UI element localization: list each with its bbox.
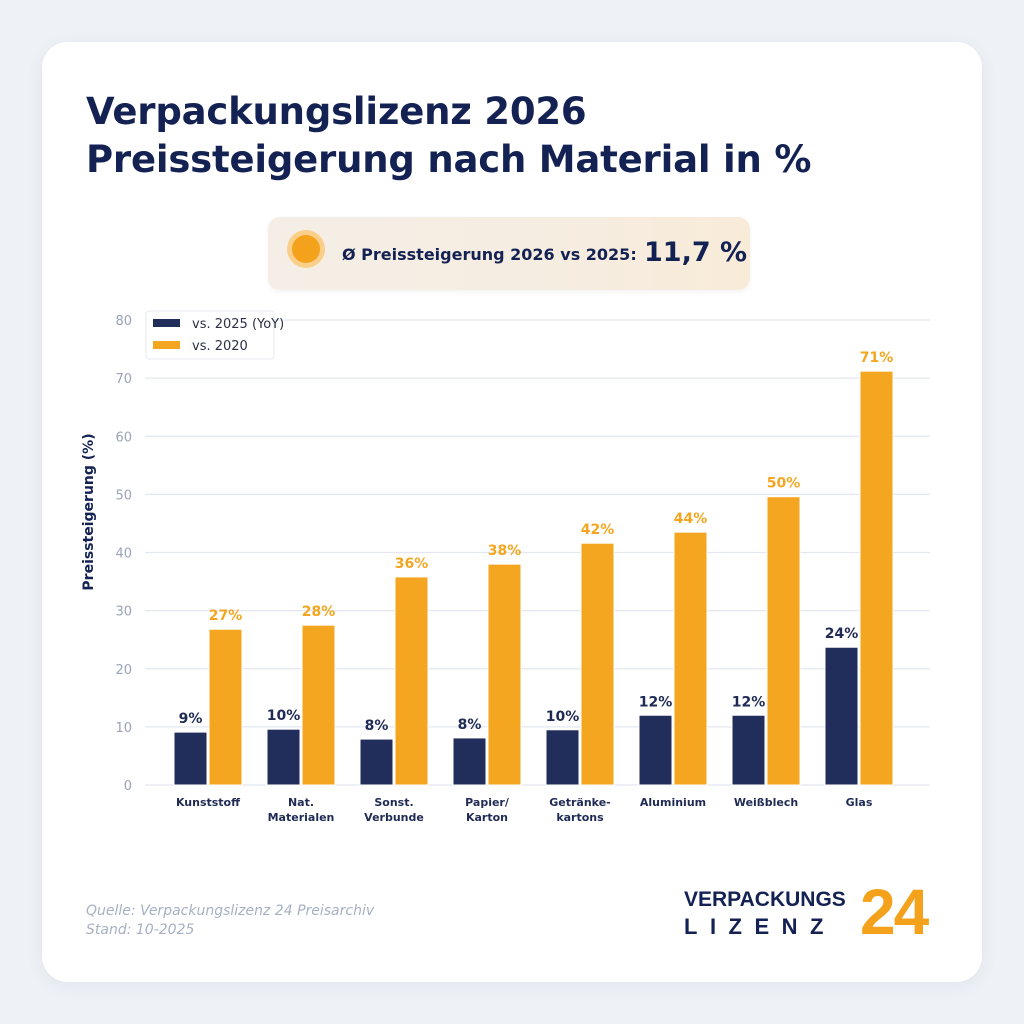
title-line-1: Verpackungslizenz 2026 (86, 90, 587, 133)
bar-2020 (580, 542, 615, 786)
x-tick-label: Kunststoff (176, 796, 240, 809)
title-line-2: Preissteigerung nach Material in % (86, 138, 812, 181)
data-label: 10% (546, 709, 580, 725)
legend: vs. 2025 (YoY) vs. 2020 (145, 310, 284, 360)
source-note: Quelle: Verpackungslizenz 24 Preisarchiv… (86, 902, 374, 940)
data-label: 38% (488, 543, 522, 559)
data-label: 27% (209, 608, 243, 624)
bar-yoy (638, 714, 673, 786)
data-label: 10% (267, 708, 301, 724)
data-label: 42% (581, 522, 615, 538)
data-label: 12% (732, 694, 766, 710)
x-tick-label: Aluminium (640, 796, 706, 809)
y-tick-label: 20 (115, 663, 132, 678)
x-tick-label: Materialen (268, 811, 335, 824)
y-tick-label: 50 (115, 488, 132, 503)
logo-number: 24 (860, 876, 929, 948)
legend-label-2020: vs. 2020 (192, 339, 248, 354)
infographic-card (42, 42, 982, 982)
data-label: 36% (395, 556, 429, 572)
bar-yoy (173, 731, 208, 786)
y-axis-ticks: 0 10 20 30 40 50 60 70 80 (115, 314, 132, 794)
bar-yoy (452, 737, 487, 786)
x-tick-label: Karton (466, 811, 508, 824)
average-value: 11,7 % (644, 237, 748, 268)
bar-2020 (766, 496, 801, 786)
page-title: Verpackungslizenz 2026 Preissteigerung n… (86, 88, 811, 184)
x-axis-ticks: Kunststoff Nat. Materialen Sonst. Verbunde Pa… (176, 796, 873, 824)
y-tick-label: 70 (115, 372, 132, 387)
x-tick-label: Verbunde (364, 811, 424, 824)
bar-yoy (824, 646, 859, 786)
data-label: 24% (825, 626, 859, 642)
data-label: 71% (860, 350, 894, 366)
bars (173, 370, 894, 786)
y-axis-label: Preissteigerung (%) (81, 433, 97, 590)
x-tick-label: Sonst. (374, 796, 413, 809)
data-labels: 9% 27% 10% 28% 8% 36% 8% 38% 10% 42% 12% 44% 12% 50% 2… (179, 350, 894, 734)
source-line: Quelle: Verpackungslizenz 24 Preisarchiv (86, 903, 375, 919)
y-tick-label: 0 (124, 779, 132, 794)
logo-text-bottom: LIZENZ (684, 914, 836, 939)
bar-yoy (731, 714, 766, 786)
average-label: Ø Preissteigerung 2026 vs 2025: (342, 245, 637, 264)
x-tick-label: kartons (556, 811, 604, 824)
data-label: 8% (458, 717, 482, 733)
data-label: 44% (674, 511, 708, 527)
legend-label-yoy: vs. 2025 (YoY) (192, 317, 284, 332)
legend-swatch-2020 (153, 341, 180, 349)
y-tick-label: 60 (115, 430, 132, 445)
bar-2020 (673, 531, 708, 786)
bar-yoy (266, 728, 301, 786)
x-tick-label: Getränke- (549, 796, 610, 809)
bar-2020 (208, 628, 243, 786)
bar-2020 (394, 576, 429, 786)
data-label: 28% (302, 604, 336, 620)
bar-2020 (487, 563, 522, 786)
x-tick-label: Papier/ (465, 796, 510, 809)
logo-text-top: VERPACKUNGS (684, 888, 846, 911)
bar-yoy (359, 738, 394, 786)
logo: VERPACKUNGS LIZENZ 24 (684, 880, 944, 944)
x-tick-label: Glas (846, 796, 873, 809)
data-label: 8% (365, 718, 389, 734)
y-tick-label: 80 (115, 314, 132, 329)
bar-2020 (301, 624, 336, 786)
date-line: Stand: 10-2025 (86, 922, 195, 938)
data-label: 12% (639, 694, 673, 710)
legend-swatch-yoy (153, 319, 180, 327)
data-label: 50% (767, 476, 801, 492)
y-tick-label: 10 (115, 721, 132, 736)
data-label: 9% (179, 711, 203, 727)
grid-lines (145, 319, 930, 786)
y-tick-label: 40 (115, 547, 132, 562)
y-tick-label: 30 (115, 605, 132, 620)
x-tick-label: Weißblech (734, 796, 798, 809)
bar-yoy (545, 729, 580, 786)
bar-2020 (859, 370, 894, 786)
x-tick-label: Nat. (288, 796, 314, 809)
average-increase-badge: Ø Preissteigerung 2026 vs 2025: 11,7 % (268, 217, 750, 290)
orange-dot-icon (292, 235, 320, 263)
